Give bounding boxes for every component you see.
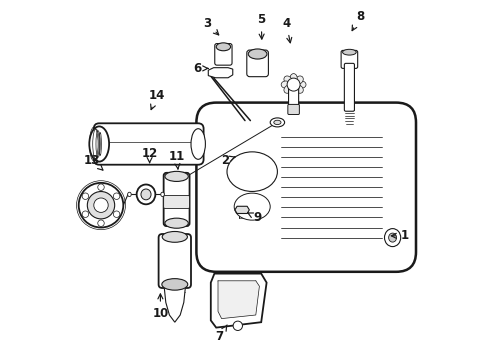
- Ellipse shape: [227, 152, 277, 192]
- Ellipse shape: [290, 86, 297, 95]
- Text: 3: 3: [203, 17, 219, 35]
- Ellipse shape: [137, 184, 155, 204]
- Ellipse shape: [191, 129, 205, 159]
- Text: 4: 4: [282, 17, 292, 43]
- FancyBboxPatch shape: [288, 104, 299, 114]
- Text: 7: 7: [216, 325, 227, 343]
- Text: 10: 10: [152, 294, 169, 320]
- Ellipse shape: [162, 231, 187, 242]
- Ellipse shape: [281, 81, 290, 88]
- FancyBboxPatch shape: [164, 195, 190, 208]
- Circle shape: [94, 198, 108, 212]
- FancyBboxPatch shape: [289, 81, 298, 108]
- Ellipse shape: [295, 76, 303, 84]
- Ellipse shape: [248, 49, 267, 59]
- FancyBboxPatch shape: [94, 123, 204, 165]
- Text: 13: 13: [84, 154, 103, 170]
- Text: 14: 14: [148, 89, 165, 109]
- Ellipse shape: [297, 81, 306, 88]
- Polygon shape: [164, 285, 186, 322]
- Ellipse shape: [389, 233, 396, 242]
- Circle shape: [87, 192, 115, 219]
- Text: 1: 1: [392, 229, 409, 242]
- Ellipse shape: [343, 49, 356, 55]
- Ellipse shape: [141, 189, 151, 200]
- Circle shape: [233, 321, 243, 330]
- Text: 11: 11: [169, 150, 185, 169]
- FancyBboxPatch shape: [341, 50, 358, 68]
- Ellipse shape: [161, 192, 164, 197]
- Polygon shape: [208, 68, 233, 78]
- Ellipse shape: [284, 76, 292, 84]
- Ellipse shape: [127, 192, 131, 197]
- Ellipse shape: [274, 120, 281, 125]
- Ellipse shape: [270, 118, 285, 127]
- Polygon shape: [235, 206, 249, 213]
- Polygon shape: [211, 274, 267, 328]
- Ellipse shape: [162, 279, 188, 290]
- Ellipse shape: [290, 74, 297, 83]
- Text: 9: 9: [248, 211, 262, 224]
- Ellipse shape: [295, 85, 303, 93]
- Circle shape: [82, 193, 89, 199]
- FancyBboxPatch shape: [344, 63, 354, 111]
- Ellipse shape: [89, 126, 109, 162]
- Circle shape: [82, 211, 89, 217]
- Circle shape: [113, 193, 120, 199]
- Ellipse shape: [165, 171, 188, 181]
- Circle shape: [79, 183, 123, 228]
- Ellipse shape: [284, 85, 292, 93]
- Ellipse shape: [216, 43, 231, 51]
- Circle shape: [113, 211, 120, 217]
- FancyBboxPatch shape: [215, 44, 232, 65]
- Ellipse shape: [234, 193, 270, 220]
- Text: 12: 12: [142, 147, 158, 163]
- Ellipse shape: [165, 218, 188, 228]
- FancyBboxPatch shape: [247, 50, 269, 77]
- Text: 5: 5: [257, 13, 265, 39]
- Text: 8: 8: [352, 10, 365, 31]
- FancyBboxPatch shape: [164, 173, 190, 226]
- Circle shape: [98, 220, 104, 226]
- Polygon shape: [218, 281, 259, 319]
- FancyBboxPatch shape: [196, 103, 416, 272]
- Circle shape: [287, 78, 300, 91]
- Text: 6: 6: [194, 62, 208, 75]
- FancyBboxPatch shape: [159, 234, 191, 288]
- Text: 2: 2: [221, 154, 235, 167]
- Circle shape: [98, 184, 104, 190]
- Ellipse shape: [385, 229, 401, 247]
